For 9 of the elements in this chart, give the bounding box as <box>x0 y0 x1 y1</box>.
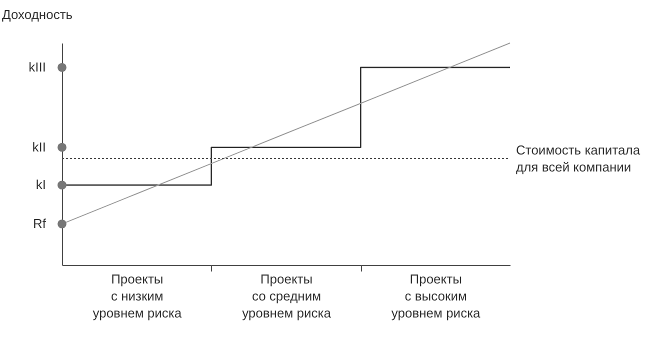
series-label: Rf <box>33 216 46 231</box>
x-tick-label: Проекты с высоким уровнем риска <box>391 272 482 320</box>
series-label: kIII <box>28 59 46 74</box>
series-label: kII <box>32 139 46 154</box>
x-tick-label: Проекты с низким уровнем риска <box>92 272 182 320</box>
series-label: kI <box>36 177 46 192</box>
ref-line-label: Стоимость капитала для всей компании <box>516 142 641 174</box>
x-tick-label: Проекты со средним уровнем риска <box>242 272 332 320</box>
y-axis-title: Доходность <box>2 7 73 22</box>
